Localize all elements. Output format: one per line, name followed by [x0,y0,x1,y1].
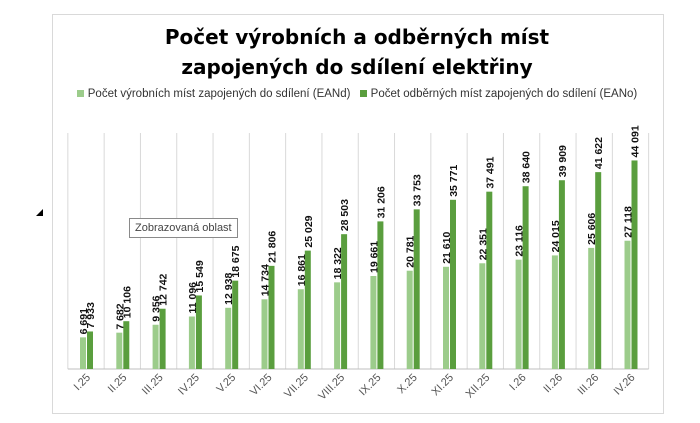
bar-eano [486,191,493,369]
data-label-eano: 25 029 [303,215,315,247]
x-tick-label: X.25 [395,372,419,396]
bar-eano [413,209,420,369]
data-label-eano: 28 503 [339,199,351,231]
data-label-eano: 39 909 [557,145,569,177]
bar-eand [225,307,232,369]
legend-label-eand: Počet výrobních míst zapojených do sdíle… [87,88,351,100]
triangle-marker-icon [36,209,43,216]
legend-item-eand: Počet výrobních míst zapojených do sdíle… [76,88,351,100]
x-tick-label: III.25 [140,372,166,398]
x-tick-label: VIII.25 [316,372,347,403]
chart-title: Počet výrobních a odběrných míst zapojen… [164,25,550,79]
bar-eano [631,160,638,369]
x-tick-label: IX.25 [357,372,384,399]
bar-eano [341,234,348,369]
x-tick-label: IV.26 [612,372,638,398]
tooltip: Zobrazovaná oblast [129,218,238,238]
data-label-eand: 6 691 [78,308,90,334]
data-label-eano: 44 091 [630,125,642,157]
bar-eano [268,265,275,369]
bar-eand [334,282,341,369]
bar-eand [152,324,159,369]
x-tick-label: I.26 [507,372,528,393]
data-label-eano: 10 106 [121,286,133,318]
bar-eano [123,321,130,369]
chart-legend: Počet výrobních míst zapojených do sdíle… [52,88,662,100]
data-label-eano: 35 771 [448,165,460,197]
bar-eand [515,259,522,369]
bar-eano [595,172,602,369]
data-label-eano: 31 206 [375,186,387,218]
bar-eano [232,280,239,369]
bar-eand [188,316,195,369]
x-tick-label: II.25 [106,372,130,396]
bar-eano [159,308,166,369]
legend-label-eano: Počet odběrných míst zapojených do sdíle… [370,88,638,100]
bar-eand [406,270,413,369]
bar-eano [87,331,93,369]
data-label-eano: 12 742 [158,273,170,305]
bar-eand [297,289,304,369]
bar-eano [195,295,202,369]
bar-eand [116,332,123,369]
bar-eano [522,186,529,369]
bar-eand [443,266,449,369]
bar-eano [450,199,456,369]
data-label-eano: 18 675 [230,245,242,277]
data-label-eano: 33 753 [412,174,424,206]
bar-eand [370,276,377,369]
bar-eand [479,263,486,369]
legend-item-eano: Počet odběrných míst zapojených do sdíle… [359,88,638,100]
bar-eand [80,337,86,369]
x-tick-label: V.25 [215,372,239,396]
x-tick-label: III.26 [576,372,602,398]
bar-eand [624,240,631,369]
bar-eand [588,247,595,369]
legend-swatch-eand [76,90,84,98]
data-label-eano: 38 640 [521,151,533,183]
bar-eano [377,221,384,369]
data-label-eano: 15 549 [194,260,206,292]
bar-eand [551,255,558,369]
bar-eand [261,299,268,369]
data-label-eano: 7 933 [85,302,97,328]
x-tick-label: I.25 [72,372,93,393]
x-tick-label: II.26 [541,372,565,396]
x-tick-label: VII.25 [282,372,311,401]
data-label-eano: 21 806 [267,231,279,263]
x-tick-label: XII.25 [464,372,493,401]
x-tick-label: IV.25 [176,372,202,398]
data-label-eano: 41 622 [593,137,605,169]
bar-eano [558,180,565,369]
x-tick-label: VI.25 [248,372,275,399]
x-tick-label: XI.25 [429,372,456,399]
legend-swatch-eano [359,90,367,98]
data-label-eano: 37 491 [484,156,496,188]
bar-eano [304,250,311,369]
